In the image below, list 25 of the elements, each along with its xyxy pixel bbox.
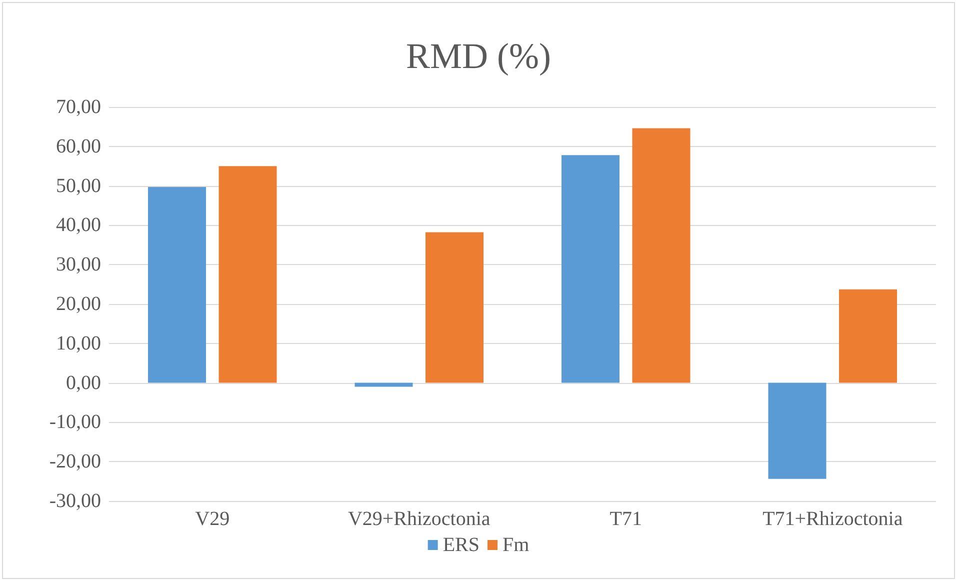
y-tick-label: 0,00 — [66, 372, 101, 394]
y-tick-label: 20,00 — [56, 293, 101, 315]
bar — [768, 382, 826, 479]
y-tick-label: 50,00 — [56, 174, 101, 197]
x-tick-label: V29 — [195, 508, 230, 530]
x-tick-label: T71 — [610, 508, 642, 530]
y-tick-label: 60,00 — [56, 135, 101, 158]
bar — [839, 289, 898, 383]
bar — [632, 128, 690, 383]
bar — [148, 186, 206, 383]
y-tick-label: 40,00 — [56, 214, 101, 236]
y-tick-label: -20,00 — [49, 450, 101, 473]
y-tick-label: 30,00 — [56, 254, 101, 276]
legend-label: Fm — [502, 534, 530, 556]
chart-title: RMD (%) — [406, 36, 551, 76]
y-tick-label: -30,00 — [49, 490, 101, 512]
y-tick-label: 70,00 — [56, 96, 101, 118]
y-tick-label: -10,00 — [49, 411, 101, 434]
y-tick-label: 10,00 — [56, 332, 101, 354]
x-tick-label: T71+Rhizoctonia — [762, 508, 903, 530]
bar — [218, 166, 277, 383]
legend-label: ERS — [442, 534, 480, 556]
x-tick-label: V29+Rhizoctonia — [348, 508, 490, 530]
bar — [561, 155, 620, 383]
bar — [426, 232, 484, 383]
